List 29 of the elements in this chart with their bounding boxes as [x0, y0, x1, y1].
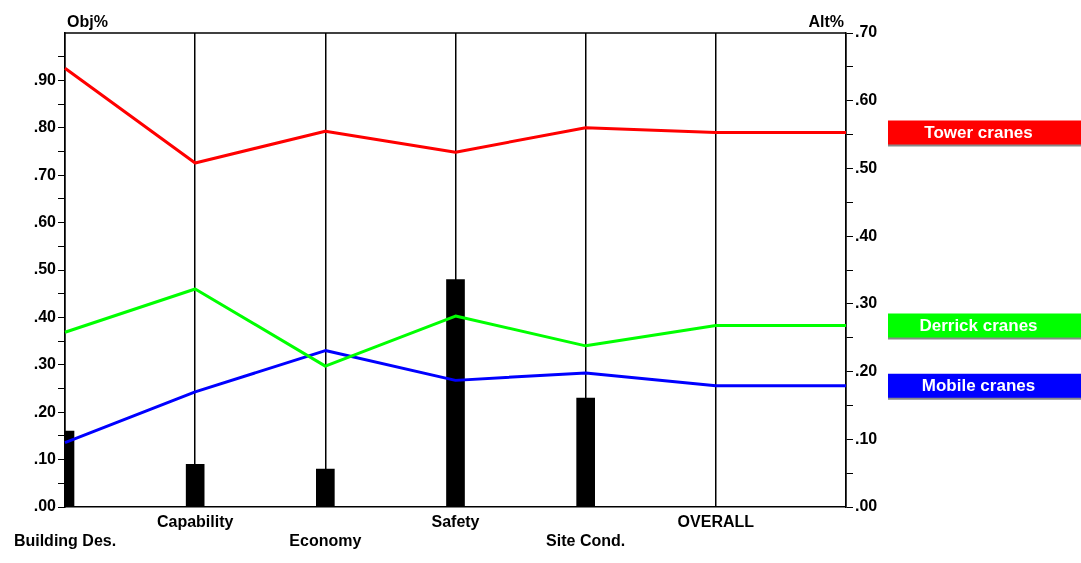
y-tick-label: .80	[33, 118, 57, 136]
y2-tick-label: .40	[855, 226, 878, 244]
y2-tick-label: .30	[855, 294, 878, 312]
text: Derrick cranes	[919, 316, 1038, 336]
y-tick-label: .60	[33, 213, 57, 231]
y-axis-title: Obj%	[67, 13, 108, 31]
y2-tick-label: .10	[855, 429, 878, 447]
y-tick-label: .00	[33, 497, 57, 515]
text: Tower cranes	[924, 123, 1033, 143]
x-tick-label: Building Des.	[13, 532, 117, 550]
y-tick-label: .70	[33, 165, 57, 183]
x-tick-label: Economy	[289, 532, 362, 550]
y2-tick-label: .50	[855, 158, 878, 176]
x-tick-label: Capability	[156, 513, 234, 531]
y-tick-label: .10	[33, 450, 57, 468]
y2-axis-title: Alt%	[808, 13, 844, 31]
text: Mobile cranes	[921, 376, 1036, 396]
y-tick-label: .50	[33, 260, 57, 278]
y2-tick-label: .70	[855, 23, 878, 41]
x-tick-label: Site Cond.	[546, 532, 626, 550]
y2-tick-label: .60	[855, 91, 878, 109]
y-tick-label: .90	[33, 70, 57, 88]
x-tick-label: Safety	[431, 513, 480, 531]
x-tick-label: OVERALL	[677, 513, 755, 531]
y2-tick-label: .00	[855, 497, 878, 515]
y-tick-label: .40	[33, 307, 57, 325]
y-tick-label: .30	[33, 355, 57, 373]
y-tick-label: .20	[33, 402, 57, 420]
y2-tick-label: .20	[855, 361, 878, 379]
